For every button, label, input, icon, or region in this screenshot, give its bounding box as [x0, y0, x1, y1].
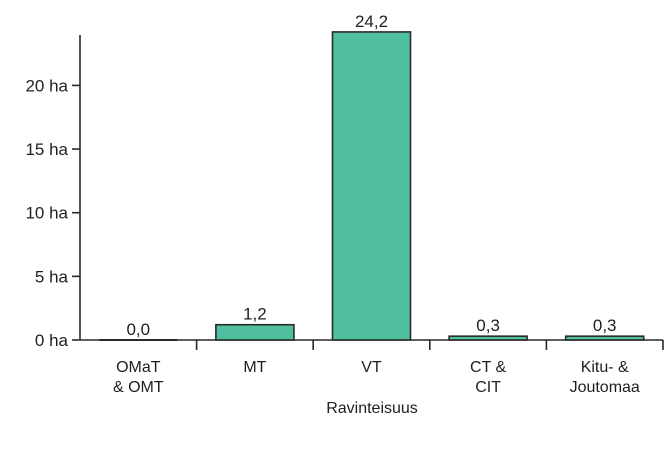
data-label: 0,3 [476, 316, 500, 335]
data-label: 0,0 [126, 320, 150, 339]
bar [448, 335, 528, 341]
x-tick-label: CT & [470, 359, 506, 376]
y-tick-label: 15 ha [25, 140, 68, 159]
x-axis-title: Ravinteisuus [326, 400, 418, 417]
data-labels: 0,0 1,2 24,2 0,3 0,3 [126, 12, 616, 339]
y-tick-label: 0 ha [35, 331, 69, 350]
y-axis: 0 ha 5 ha 10 ha 15 ha 20 ha [25, 35, 81, 350]
x-tick-label: CIT [475, 379, 501, 396]
data-label: 24,2 [355, 12, 388, 31]
x-tick-label: Joutomaa [570, 379, 640, 396]
bar [564, 335, 645, 341]
bar [331, 31, 412, 341]
data-label: 0,3 [593, 316, 617, 335]
data-label: 1,2 [243, 305, 267, 324]
bar [215, 323, 295, 341]
x-tick-label: VT [361, 359, 382, 376]
x-tick-label: MT [243, 359, 266, 376]
y-tick-label: 5 ha [35, 267, 69, 286]
y-tick-label: 20 ha [25, 76, 68, 95]
x-tick-label: & OMT [113, 379, 164, 396]
y-tick-label: 10 ha [25, 204, 68, 223]
x-axis: OMaT & OMT MT VT CT & CIT Kitu- & Joutomaa [80, 339, 664, 396]
x-tick-label: Kitu- & [581, 359, 629, 376]
x-tick-label: OMaT [116, 359, 161, 376]
bars [99, 31, 645, 341]
